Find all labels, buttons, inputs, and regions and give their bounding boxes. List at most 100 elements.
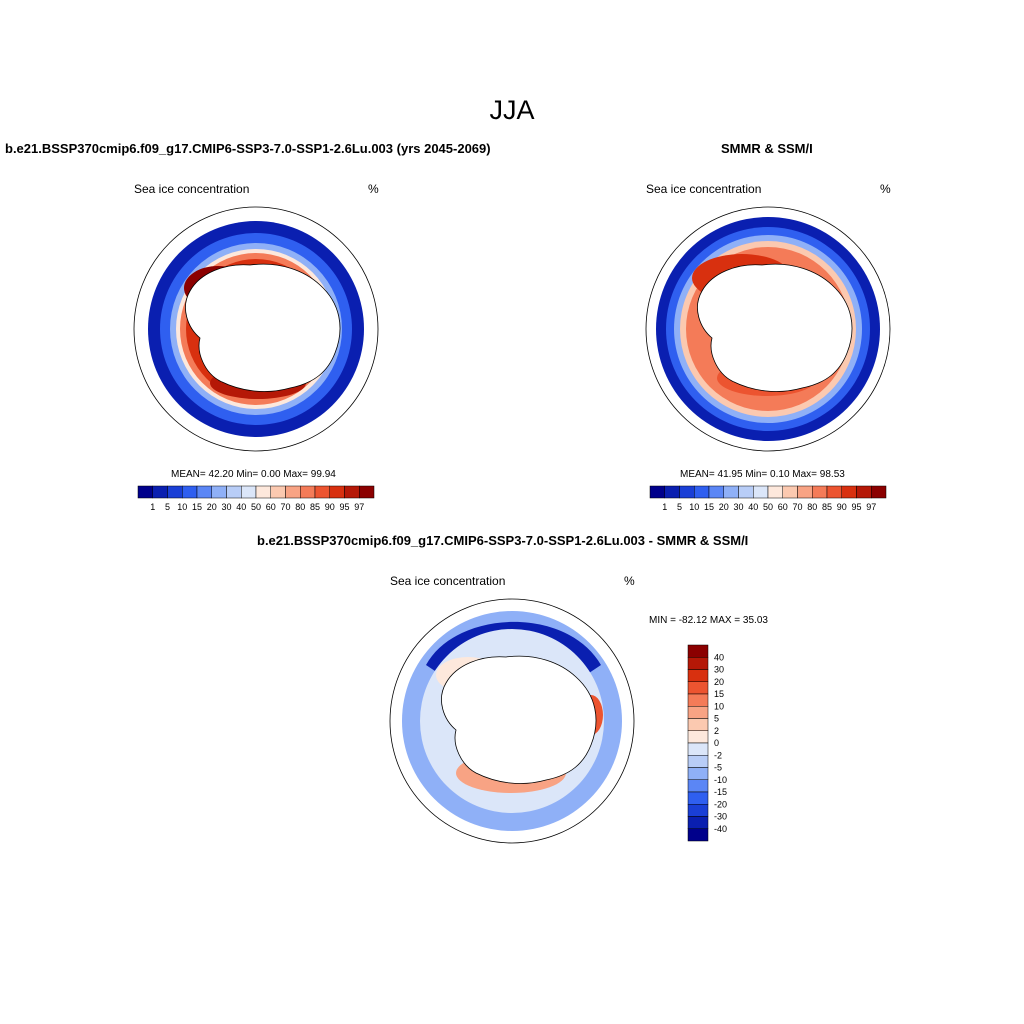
colorbar-swatch [708,485,724,499]
panel-3-polar-map [389,598,635,844]
colorbar-swatch [649,485,665,499]
colorbar-swatch [182,485,198,499]
colorbar-swatch [687,669,709,682]
colorbar-tick-label: -30 [714,812,727,822]
colorbar-swatch [767,485,783,499]
colorbar-swatch [687,693,709,707]
colorbar-swatch [687,742,709,756]
colorbar-tick-label: -5 [714,763,722,773]
colorbar-swatch [196,485,212,499]
colorbar-tick-label: 60 [266,502,276,512]
colorbar-swatch [241,485,257,499]
colorbar-tick-label: 10 [689,502,699,512]
colorbar-swatch [329,485,345,499]
panel-3-variable-label: Sea ice concentration [390,574,506,588]
panel-1-title: b.e21.BSSP370cmip6.f09_g17.CMIP6-SSP3-7.… [5,141,491,156]
colorbar-swatch [270,485,286,499]
panel-2-colorbar: 1 5 10 15 20 30 40 50 60 70 80 85 90 95 97 [649,485,887,512]
colorbar-swatch [797,485,813,499]
colorbar-swatch [687,779,709,793]
colorbar-swatch [167,485,183,499]
colorbar-tick-label: 10 [714,701,724,711]
colorbar-tick-label: 30 [221,502,231,512]
colorbar-tick-label: 50 [251,502,261,512]
colorbar-tick-label: 90 [325,502,335,512]
colorbar-swatch [687,718,709,731]
colorbar-tick-label: -40 [714,824,727,834]
colorbar-tick-label: 15 [714,689,724,699]
panel-1-unit-label: % [368,182,379,196]
panel-2-title: SMMR & SSM/I [721,141,813,156]
colorbar-swatch [300,485,316,499]
colorbar-swatch [664,485,680,499]
panel-2-unit-label: % [880,182,891,196]
colorbar-tick-label: 85 [822,502,832,512]
colorbar-swatch [687,791,709,805]
colorbar-tick-label: 15 [704,502,714,512]
colorbar-swatch [679,485,695,499]
colorbar-tick-label: -10 [714,775,727,785]
colorbar-tick-label: 5 [165,502,170,512]
colorbar-tick-label: 1 [662,502,667,512]
colorbar-tick-label: 60 [778,502,788,512]
colorbar-tick-label: 10 [177,502,187,512]
colorbar-tick-label: 20 [207,502,217,512]
panel-2-stats: MEAN= 41.95 Min= 0.10 Max= 98.53 [680,469,845,480]
colorbar-tick-label: 40 [714,652,724,662]
colorbar-tick-label: 97 [354,502,364,512]
colorbar-swatch [226,485,242,499]
colorbar-swatch [687,828,709,842]
colorbar-swatch [687,706,709,719]
panel-1-stats: MEAN= 42.20 Min= 0.00 Max= 99.94 [171,469,336,480]
panel-1-polar-map [133,206,379,452]
colorbar-swatch [285,485,301,499]
colorbar-tick-label: 90 [837,502,847,512]
colorbar-swatch [753,485,769,499]
colorbar-swatch [152,485,168,499]
colorbar-swatch [687,681,709,695]
colorbar-tick-label: 97 [866,502,876,512]
colorbar-swatch [344,485,360,499]
colorbar-swatch [359,485,375,499]
figure-title: JJA [489,95,535,125]
colorbar-swatch [211,485,227,499]
panel-3-title: b.e21.BSSP370cmip6.f09_g17.CMIP6-SSP3-7.… [257,533,749,548]
colorbar-swatch [687,730,709,744]
colorbar-swatch [687,816,709,829]
colorbar-tick-label: 30 [733,502,743,512]
colorbar-swatch [826,485,842,499]
colorbar-tick-label: 95 [851,502,861,512]
colorbar-swatch [687,644,709,658]
colorbar-tick-label: 95 [339,502,349,512]
colorbar-swatch [782,485,798,499]
colorbar-tick-label: 5 [677,502,682,512]
colorbar-swatch [255,485,271,499]
colorbar-swatch [738,485,754,499]
colorbar-tick-label: 80 [295,502,305,512]
colorbar-swatch [687,755,709,768]
colorbar-swatch [723,485,739,499]
colorbar-tick-label: 2 [714,726,719,736]
colorbar-tick-label: 40 [236,502,246,512]
colorbar-tick-label: -15 [714,787,727,797]
colorbar-tick-label: 70 [280,502,290,512]
panel-3-stats: MIN = -82.12 MAX = 35.03 [649,615,768,626]
colorbar-tick-label: 0 [714,738,719,748]
colorbar-tick-label: 20 [719,502,729,512]
colorbar-swatch [687,804,709,817]
colorbar-tick-label: 80 [807,502,817,512]
colorbar-swatch [687,657,709,670]
panel-2-polar-map [645,206,891,452]
panel-1-variable-label: Sea ice concentration [134,182,250,196]
colorbar-tick-label: 70 [792,502,802,512]
colorbar-tick-label: 20 [714,677,724,687]
colorbar-tick-label: 15 [192,502,202,512]
colorbar-swatch [856,485,872,499]
colorbar-swatch [687,767,709,780]
colorbar-swatch [812,485,828,499]
colorbar-tick-label: 5 [714,714,719,724]
colorbar-swatch [694,485,710,499]
colorbar-swatch [137,485,153,499]
colorbar-tick-label: 30 [714,665,724,675]
